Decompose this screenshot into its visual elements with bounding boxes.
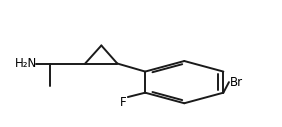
Text: F: F [120,96,126,108]
Text: Br: Br [230,76,243,89]
Text: H₂N: H₂N [15,57,38,70]
